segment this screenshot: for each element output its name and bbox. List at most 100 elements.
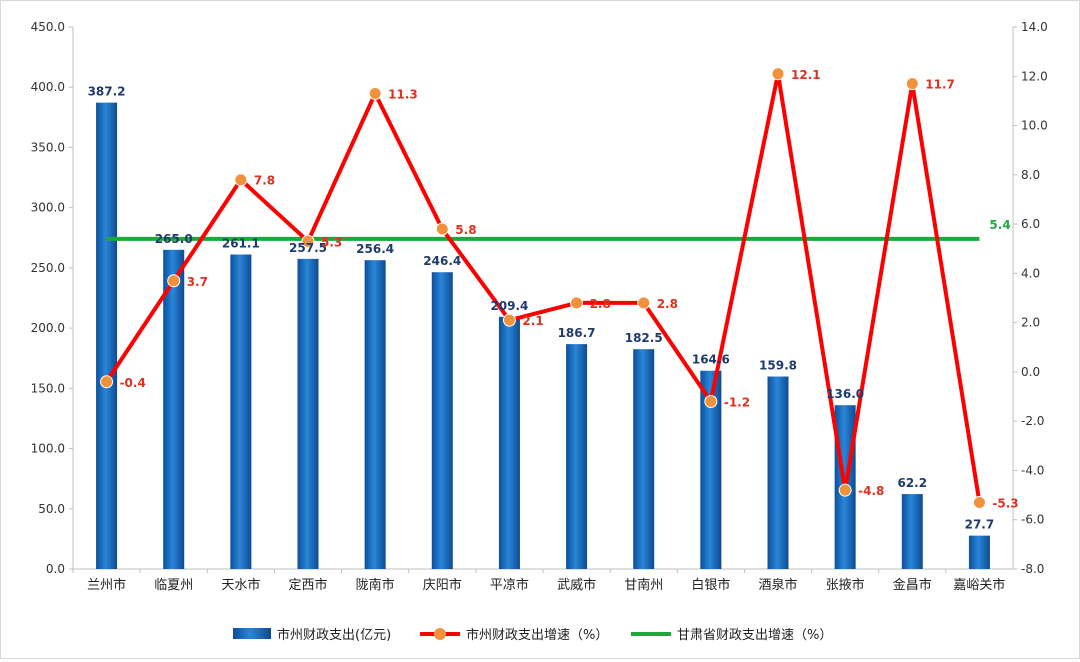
bar	[968, 535, 990, 569]
bar	[901, 494, 923, 569]
y-right-tick-label: -4.0	[1021, 463, 1044, 477]
city-growth-label: 7.8	[254, 174, 275, 188]
bar	[498, 316, 520, 569]
bar	[96, 102, 118, 570]
city-growth-point	[368, 87, 382, 101]
x-tick-label: 兰州市	[87, 577, 126, 593]
y-left-tick-label: 200.0	[31, 321, 65, 335]
city-growth-point	[435, 222, 449, 236]
bar-value-label: 186.7	[558, 326, 596, 340]
bar-value-label: 62.2	[897, 476, 927, 490]
city-growth-point	[905, 77, 919, 91]
x-tick-label: 金昌市	[893, 577, 932, 593]
legend-label-bar: 市州财政支出(亿元)	[277, 627, 391, 643]
x-tick-label: 甘南州	[624, 577, 663, 593]
legend-label-province: 甘肃省财政支出增速（%）	[677, 628, 832, 643]
city-growth-label: 5.3	[321, 235, 342, 249]
y-right-tick-label: 14.0	[1021, 20, 1048, 34]
bar-value-label: 261.1	[222, 237, 260, 251]
x-tick-label: 庆阳市	[423, 577, 462, 593]
y-left-tick-label: 300.0	[31, 201, 65, 215]
x-tick-label: 嘉峪关市	[953, 577, 1005, 593]
y-right-tick-label: -8.0	[1021, 562, 1044, 576]
bar-value-label: 257.5	[289, 241, 327, 255]
city-growth-label: -4.8	[858, 484, 884, 498]
y-right-tick-label: -2.0	[1021, 414, 1044, 428]
city-growth-label: -5.3	[992, 496, 1018, 510]
x-tick-label: 平凉市	[490, 577, 529, 593]
y-left-tick-label: 100.0	[31, 442, 65, 456]
y-right-tick-label: 6.0	[1021, 217, 1040, 231]
city-growth-label: 3.7	[187, 275, 208, 289]
bar	[297, 258, 319, 569]
bar	[767, 376, 789, 569]
bar	[230, 254, 252, 569]
y-left-tick-label: 450.0	[31, 20, 65, 34]
city-growth-point	[234, 173, 248, 187]
y-left-tick-label: 250.0	[31, 261, 65, 275]
bar-value-label: 256.4	[356, 242, 394, 256]
legend-swatch-city-marker	[434, 628, 446, 640]
province-growth-label: 5.4	[989, 218, 1010, 232]
city-growth-point	[704, 394, 718, 408]
bar-value-label: 136.0	[826, 387, 864, 401]
city-growth-label: 2.8	[657, 297, 678, 311]
city-line-layer	[100, 67, 986, 509]
y-right-tick-label: 10.0	[1021, 119, 1048, 133]
city-growth-label: -1.2	[724, 395, 750, 409]
bar	[163, 249, 185, 570]
legend: 市州财政支出(亿元) 市州财政支出增速（%） 甘肃省财政支出增速（%）	[233, 627, 832, 643]
y-right-tick-label: 0.0	[1021, 365, 1040, 379]
bar-value-label: 387.2	[88, 85, 126, 99]
city-growth-point	[301, 234, 315, 248]
city-growth-label: 12.1	[791, 68, 821, 82]
city-growth-point	[100, 375, 114, 389]
bar-value-label: 164.6	[692, 353, 730, 367]
x-tick-label: 临夏州	[154, 578, 193, 593]
bar	[700, 370, 722, 569]
y-right-tick-label: 12.0	[1021, 69, 1048, 83]
bar-value-label: 209.4	[490, 299, 528, 313]
x-tick-label: 酒泉市	[758, 577, 797, 593]
bar	[431, 272, 453, 569]
data-labels-layer: 387.2 265.0 261.1 257.5 256.4 246.4 209.4 186.7…	[88, 68, 1019, 532]
city-growth-point	[972, 495, 986, 509]
y-left-tick-label: 50.0	[38, 502, 65, 516]
y-right-tick-label: 2.0	[1021, 316, 1040, 330]
city-growth-line	[104, 71, 982, 503]
bar-value-label: 265.0	[155, 232, 193, 246]
y-right-tick-label: 8.0	[1021, 168, 1040, 182]
y-right-tick-label: -6.0	[1021, 513, 1044, 527]
city-growth-label: 11.7	[925, 78, 955, 92]
axes-layer: 0.0 50.0 100.0 150.0 200.0 250.0 300.0 350.0 400…	[31, 20, 1048, 593]
bar	[633, 349, 655, 569]
city-growth-point	[771, 67, 785, 81]
x-tick-label: 陇南市	[356, 577, 395, 593]
x-tick-label: 白银市	[691, 577, 730, 593]
y-left-tick-label: 0.0	[46, 562, 65, 576]
bar	[364, 260, 386, 569]
bar-value-label: 27.7	[965, 518, 995, 532]
city-growth-point	[502, 313, 516, 327]
bar-value-label: 182.5	[625, 331, 663, 345]
x-tick-label: 张掖市	[826, 577, 865, 593]
y-right-tick-label: 4.0	[1021, 266, 1040, 280]
bar	[566, 344, 588, 569]
city-growth-point	[637, 296, 651, 310]
city-growth-label: 2.8	[590, 297, 611, 311]
bar-value-label: 246.4	[423, 254, 461, 268]
y-left-tick-label: 150.0	[31, 381, 65, 395]
city-growth-point	[570, 296, 584, 310]
legend-label-city: 市州财政支出增速（%）	[466, 627, 608, 643]
city-growth-label: 5.8	[455, 223, 476, 237]
bar-value-label: 159.8	[759, 359, 797, 373]
x-tick-label: 武威市	[557, 577, 596, 593]
y-left-tick-label: 350.0	[31, 140, 65, 154]
bar-series-layer	[96, 102, 990, 570]
city-growth-point	[167, 274, 181, 288]
city-growth-point	[838, 483, 852, 497]
city-growth-label: 2.1	[522, 314, 543, 328]
city-growth-label: -0.4	[120, 376, 146, 390]
legend-swatch-bar	[233, 628, 271, 639]
